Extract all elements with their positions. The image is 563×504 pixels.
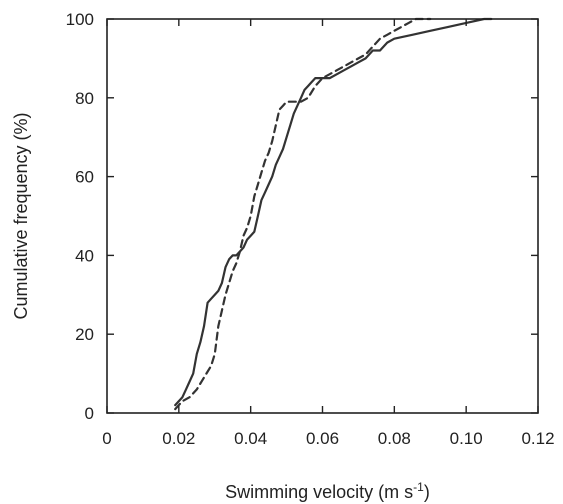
x-axis-ticks: 0 0.02 0.04 0.06 0.08 0.10 0.12 [102, 19, 555, 448]
x-tick-label: 0.08 [378, 429, 411, 448]
x-tick-label: 0.10 [450, 429, 483, 448]
y-axis-ticks: 0 20 40 60 80 100 [66, 10, 538, 423]
x-axis-title-superscript: -1 [413, 480, 424, 494]
x-tick-label: 0 [102, 429, 111, 448]
x-axis-title-close: ) [424, 482, 430, 502]
y-tick-label: 100 [66, 10, 94, 29]
x-tick-label: 0.04 [234, 429, 267, 448]
y-tick-label: 0 [85, 404, 94, 423]
x-tick-label: 0.06 [306, 429, 339, 448]
y-tick-label: 60 [75, 168, 94, 187]
y-tick-label: 40 [75, 246, 94, 265]
x-tick-label: 0.12 [521, 429, 554, 448]
x-tick-label: 0.02 [162, 429, 195, 448]
series-line-solid [174, 17, 493, 407]
series-layer [174, 17, 493, 411]
y-tick-label: 80 [75, 89, 94, 108]
x-axis-title: Swimming velocity (m s-1) [225, 480, 430, 502]
x-axis-title-main: Swimming velocity (m s [225, 482, 413, 502]
y-tick-label: 20 [75, 325, 94, 344]
series-line-dashed [174, 17, 432, 411]
y-axis-title: Cumulative frequency (%) [11, 112, 31, 319]
